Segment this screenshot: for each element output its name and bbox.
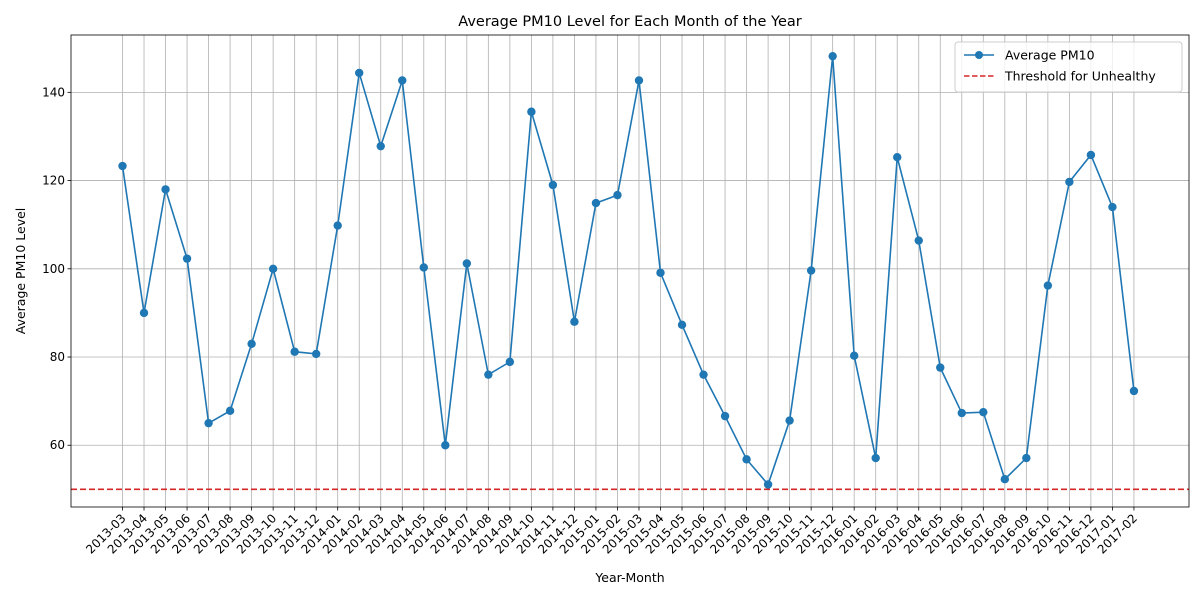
legend: Average PM10 Threshold for Unhealthy xyxy=(954,41,1183,93)
data-point xyxy=(505,357,515,367)
data-point xyxy=(1086,150,1096,160)
data-point xyxy=(398,76,407,85)
data-point xyxy=(527,107,536,116)
chart-title: Average PM10 Level for Each Month of the… xyxy=(458,14,802,30)
data-point xyxy=(1065,177,1074,187)
y-tick-label: 120 xyxy=(42,174,65,188)
legend-marker-dot xyxy=(975,51,983,59)
grid-lines xyxy=(71,35,1189,507)
data-point xyxy=(441,441,450,450)
data-point xyxy=(311,349,321,359)
data-point xyxy=(355,68,364,78)
data-point xyxy=(1043,281,1053,290)
data-point xyxy=(225,406,235,416)
data-point xyxy=(763,480,773,489)
data-point xyxy=(806,266,816,275)
data-point xyxy=(247,339,256,348)
series-layer xyxy=(118,51,1139,489)
data-point xyxy=(699,370,708,379)
data-point xyxy=(656,268,665,277)
data-point xyxy=(333,221,342,230)
y-tick-label: 100 xyxy=(42,262,65,276)
data-point xyxy=(849,351,859,360)
data-point xyxy=(1000,475,1010,484)
y-axis: 60 80 100 120 140 xyxy=(42,85,71,452)
data-point xyxy=(419,263,428,272)
data-point xyxy=(161,185,170,194)
data-point xyxy=(936,363,945,372)
y-tick-label: 60 xyxy=(50,438,65,452)
data-point xyxy=(1108,202,1117,212)
data-point xyxy=(591,198,601,208)
legend-box xyxy=(954,41,1183,93)
data-point xyxy=(893,152,902,162)
data-point xyxy=(139,308,149,318)
data-point xyxy=(118,161,127,171)
data-point xyxy=(570,317,579,326)
plot-frame xyxy=(70,34,1190,508)
data-point xyxy=(484,370,493,379)
data-point xyxy=(204,418,213,428)
data-point xyxy=(376,141,385,151)
data-point xyxy=(785,416,794,425)
x-axis-label: Year-Month xyxy=(594,570,664,585)
data-point xyxy=(828,51,837,61)
data-point xyxy=(182,254,192,263)
data-point xyxy=(979,407,988,417)
data-point xyxy=(462,259,472,268)
data-point xyxy=(613,190,622,200)
data-point xyxy=(1022,453,1031,463)
data-point xyxy=(914,236,923,245)
legend-entry-average-pm10: Average PM10 xyxy=(1005,48,1095,63)
data-point xyxy=(742,455,751,464)
data-point xyxy=(548,180,558,190)
data-point xyxy=(268,264,278,273)
y-axis-label: Average PM10 Level xyxy=(13,208,28,335)
legend-entry-threshold: Threshold for Unhealthy xyxy=(1004,69,1156,84)
data-point xyxy=(634,76,644,85)
data-point xyxy=(720,411,730,421)
data-point xyxy=(290,347,299,356)
data-point xyxy=(1129,386,1139,396)
data-point xyxy=(957,408,966,418)
y-tick-label: 140 xyxy=(42,85,65,99)
data-point xyxy=(871,453,880,463)
y-tick-label: 80 xyxy=(50,350,65,364)
data-point xyxy=(677,320,687,330)
